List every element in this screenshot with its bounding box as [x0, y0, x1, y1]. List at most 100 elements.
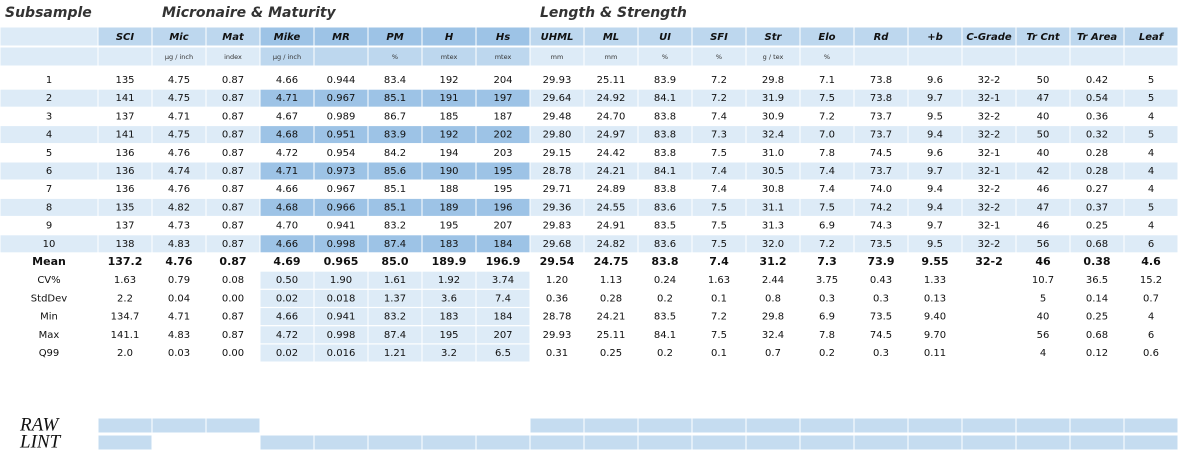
cell-value: 7.4 — [711, 166, 727, 177]
unit-label: µg / inch — [165, 53, 193, 61]
cell-value: 0.11 — [924, 348, 946, 359]
cell-value: 0.68 — [1086, 330, 1108, 341]
column-header: Mic — [169, 32, 188, 43]
cell — [151, 417, 207, 434]
cell — [475, 434, 531, 451]
cell-value: 141 — [115, 93, 134, 104]
cell-value: 83.5 — [654, 312, 676, 323]
cell-value: 29.80 — [543, 130, 572, 141]
cell-value: 0.79 — [168, 275, 190, 286]
cell-value: 4.66 — [276, 312, 298, 323]
cell-value: 2.44 — [762, 275, 784, 286]
cell — [529, 434, 585, 451]
cell-value: 5 — [1148, 130, 1154, 141]
cell — [1123, 343, 1179, 363]
cell-value: 196 — [493, 202, 512, 213]
cell-value: 5 — [1040, 293, 1046, 304]
cell-value: 85.1 — [384, 202, 406, 213]
cell-value: 24.91 — [597, 221, 626, 232]
cell-value: 30.9 — [762, 111, 784, 122]
cell-value: 6 — [1148, 239, 1154, 250]
cell-value: 188 — [439, 184, 458, 195]
cell-value: 0.68 — [1086, 239, 1108, 250]
row-label: Min — [40, 312, 58, 323]
column-header: MR — [332, 32, 350, 43]
cell — [529, 417, 585, 434]
cell-value: 195 — [493, 166, 512, 177]
cell-value: 25.11 — [597, 75, 626, 86]
cell-value: 0.28 — [1086, 148, 1108, 159]
cell-value: 40 — [1037, 111, 1050, 122]
cell-value: 32.4 — [762, 130, 784, 141]
cell-value: 136 — [115, 166, 134, 177]
cell-value: 203 — [493, 148, 512, 159]
cell-value: 135 — [115, 202, 134, 213]
cell-value: 0.1 — [711, 348, 727, 359]
cell-value: 7.4 — [709, 255, 729, 268]
cell-value: 0.24 — [654, 275, 676, 286]
cell-value: 195 — [439, 330, 458, 341]
cell-value: 0.87 — [222, 330, 244, 341]
cell-value: 24.97 — [597, 130, 626, 141]
cell-value: 2.0 — [117, 348, 133, 359]
cell — [205, 417, 261, 434]
cell-value: 6.5 — [495, 348, 511, 359]
cell-value: 4.75 — [168, 75, 190, 86]
cell-value: 15.2 — [1140, 275, 1162, 286]
cell-value: 7.5 — [819, 202, 835, 213]
row-label: 9 — [46, 221, 52, 232]
cell-value: 4.76 — [165, 255, 192, 268]
cell-value: 9.5 — [927, 111, 943, 122]
cell — [691, 417, 747, 434]
cell-value: 84.2 — [384, 148, 406, 159]
cell-value: 24.92 — [597, 93, 626, 104]
cell-value: 0.28 — [1086, 166, 1108, 177]
cell-value: 3.2 — [441, 348, 457, 359]
cell-value: 0.998 — [327, 330, 356, 341]
cell — [853, 417, 909, 434]
column-header: H — [445, 32, 454, 43]
cell-value: 0.2 — [657, 293, 673, 304]
column-header: Str — [765, 32, 783, 43]
cell-value: 4.71 — [276, 93, 298, 104]
group-heading: Micronaire & Maturity — [162, 5, 337, 21]
cell-value: 32-2 — [978, 75, 1001, 86]
cell-value: 29.83 — [543, 221, 572, 232]
cell-value: 0.967 — [327, 184, 356, 195]
cell-value: 6 — [1148, 330, 1154, 341]
cell-value: 0.954 — [327, 148, 356, 159]
cell-value: 7.4 — [711, 111, 727, 122]
cell-value: 28.78 — [543, 166, 572, 177]
cell-value: 7.2 — [819, 239, 835, 250]
cell-value: 9.4 — [927, 184, 943, 195]
cell-value: 32-1 — [978, 93, 1001, 104]
cell-value: 1.63 — [114, 275, 136, 286]
column-header: SFI — [710, 32, 728, 43]
cell-value: 6.9 — [819, 221, 835, 232]
cell — [961, 325, 1017, 345]
row-label: 8 — [46, 202, 52, 213]
cell-value: 31.0 — [762, 148, 784, 159]
cell-value: 24.21 — [597, 312, 626, 323]
column-header: Elo — [818, 32, 835, 43]
cell-value: 4.75 — [168, 130, 190, 141]
cell — [1069, 46, 1125, 67]
row-label: 10 — [43, 239, 56, 250]
unit-label: index — [224, 53, 242, 61]
cell-value: 207 — [493, 330, 512, 341]
cell-value: 183 — [439, 239, 458, 250]
cell-value: 0.25 — [1086, 221, 1108, 232]
unit-label: µg / inch — [273, 53, 301, 61]
cell-value: 0.02 — [276, 348, 298, 359]
column-header: Hs — [496, 32, 510, 43]
cell-value: 74.2 — [870, 202, 892, 213]
cell-value: 0.941 — [327, 312, 356, 323]
cell-value: 29.8 — [762, 312, 784, 323]
cell-value: 0.38 — [1083, 255, 1110, 268]
cell-value: 9.4 — [927, 130, 943, 141]
cell-value: 5 — [1148, 93, 1154, 104]
cell-value: 40 — [1037, 148, 1050, 159]
column-header: Tr Area — [1077, 32, 1118, 43]
cell — [1123, 417, 1179, 434]
cell-value: 0.966 — [327, 202, 356, 213]
